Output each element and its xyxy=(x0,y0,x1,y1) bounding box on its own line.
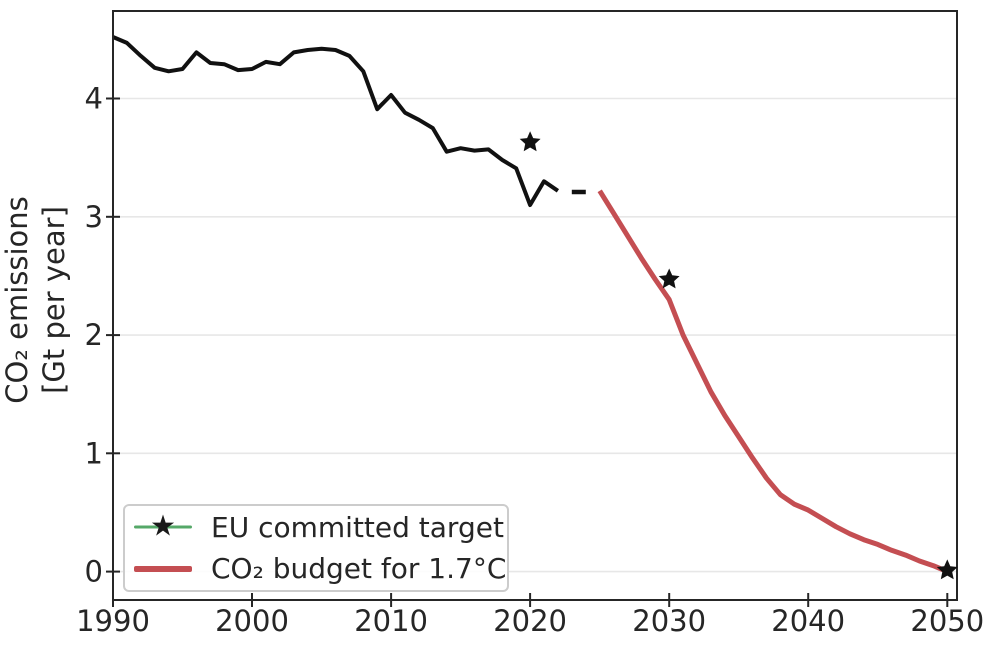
x-tick-label: 2040 xyxy=(771,604,845,638)
y-tick-label: 3 xyxy=(85,200,103,234)
x-tick-label: 2000 xyxy=(215,604,289,638)
y-tick-label: 0 xyxy=(85,555,103,589)
x-tick-label: 2020 xyxy=(493,604,567,638)
y-tick-label: 4 xyxy=(85,82,103,116)
star-marker-icon xyxy=(519,131,541,152)
y-tick-label: 1 xyxy=(85,436,103,470)
plot-border xyxy=(112,10,958,601)
series-budget-line xyxy=(597,189,949,574)
legend-handle-eu-target: ★ xyxy=(134,511,192,543)
y-axis-label-line2: [Gt per year] xyxy=(37,206,71,394)
y-tick-label: 2 xyxy=(85,318,103,352)
legend-label-eu-target: EU committed target xyxy=(211,510,504,544)
legend-item-eu-target: ★ EU committed target xyxy=(134,507,507,547)
x-tick-label: 2010 xyxy=(354,604,428,638)
x-tick-label: 2050 xyxy=(910,604,984,638)
x-tick-label: 1990 xyxy=(76,604,150,638)
star-marker-icon xyxy=(658,268,680,289)
legend-budget-line xyxy=(134,565,192,572)
legend-handle-budget xyxy=(134,553,192,585)
legend-label-budget: CO₂ budget for 1.7°C xyxy=(211,552,507,586)
legend: ★ EU committed target CO₂ budget for 1.7… xyxy=(123,504,509,592)
star-icon: ★ xyxy=(150,508,176,543)
series-historical xyxy=(112,35,560,207)
legend-target-line xyxy=(134,525,192,529)
x-tick-label: 2030 xyxy=(632,604,706,638)
legend-item-budget: CO₂ budget for 1.7°C xyxy=(134,549,507,589)
star-marker-icon xyxy=(936,559,958,580)
y-axis-label-line1: CO₂ emissions xyxy=(0,196,34,404)
